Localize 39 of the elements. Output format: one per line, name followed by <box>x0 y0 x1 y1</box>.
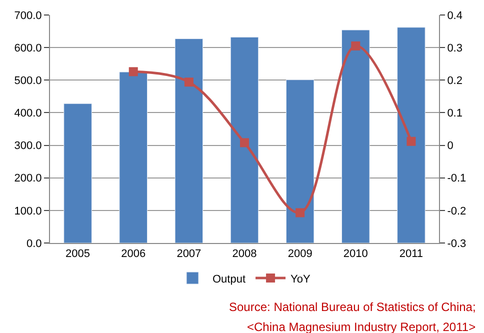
y2-tick-label: -0.2 <box>447 205 466 218</box>
y-tick-label: 500.0 <box>14 74 42 87</box>
point <box>296 208 305 218</box>
x-tick-label: 2009 <box>288 248 312 260</box>
y-tick-label: 100.0 <box>14 205 42 218</box>
point <box>406 136 416 146</box>
bar <box>119 72 148 243</box>
bar <box>342 30 370 243</box>
y2-tick-label: -0.3 <box>447 238 466 250</box>
x-tick-label: 2010 <box>343 248 368 260</box>
x-tick-label: 2006 <box>121 248 146 260</box>
x-tick-label: 2005 <box>66 248 90 260</box>
point <box>351 41 360 50</box>
legend-label: YoY <box>290 273 311 286</box>
y-tick-label: 400.0 <box>14 108 42 120</box>
x-tick-label: 2007 <box>176 248 202 260</box>
y2-tick-label: 0 <box>447 140 454 152</box>
y-tick-label: 600.0 <box>14 42 42 54</box>
legend-label: Output <box>212 273 246 286</box>
point <box>184 78 194 87</box>
y2-tick-label: 0.3 <box>447 42 462 54</box>
y2-tick-label: 0.2 <box>447 74 462 87</box>
y2-tick-label: -0.1 <box>447 172 466 185</box>
bar <box>286 80 314 243</box>
source-note: Source: National Bureau of Statistics of China; <box>229 300 476 314</box>
point <box>240 138 249 148</box>
bar <box>64 103 92 243</box>
y-tick-label: 300.0 <box>14 140 42 152</box>
y2-tick-label: 0.4 <box>447 10 462 22</box>
bar <box>230 36 259 243</box>
y2-tick-label: 0.1 <box>447 108 462 120</box>
x-tick-label: 2008 <box>232 248 257 260</box>
bar <box>397 27 426 243</box>
y-tick-label: 200.0 <box>14 172 42 185</box>
x-tick-label: 2011 <box>399 248 424 260</box>
point <box>128 67 138 76</box>
bar <box>174 38 204 243</box>
y-tick-label: 700.0 <box>14 10 42 22</box>
y-tick-label: 0.0 <box>26 238 42 250</box>
